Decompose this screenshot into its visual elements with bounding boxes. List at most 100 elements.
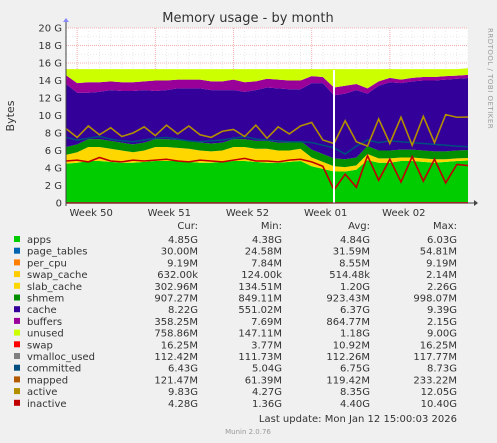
- y-axis-label: Bytes: [4, 100, 17, 131]
- legend-avg: 6.37G: [340, 305, 370, 316]
- x-tick-label: Week 52: [226, 208, 269, 219]
- legend-min: 134.51M: [238, 282, 282, 293]
- legend-max: 54.81M: [420, 247, 457, 258]
- legend-cur: 9.19M: [167, 258, 198, 269]
- legend-row-apps: apps 4.85G 4.38G 4.84G 6.03G: [14, 235, 457, 246]
- legend-name: per_cpu: [27, 258, 67, 269]
- y-tick-label: 8 G: [45, 129, 62, 140]
- legend-swatch: [14, 376, 20, 383]
- y-tick-labels: 0 2 G 4 G 6 G 8 G 10 G 12 G 14 G 16 G 18 G 20 G: [38, 24, 62, 210]
- x-tick-label: Week 51: [148, 208, 191, 219]
- x-axis-arrow: [474, 200, 478, 206]
- legend-cur: 302.96M: [154, 282, 198, 293]
- legend-min: 5.04G: [252, 364, 282, 375]
- legend-row-cache: cache 8.22G 551.02M 6.37G 9.39G: [14, 305, 457, 316]
- legend-name: vmalloc_used: [27, 352, 95, 363]
- legend-cur: 758.86M: [154, 329, 198, 340]
- y-tick-label: 16 G: [38, 59, 62, 70]
- legend-min: 111.73M: [238, 352, 282, 363]
- y-tick-label: 12 G: [38, 94, 62, 105]
- last-update: Last update: Mon Jan 12 15:00:03 2026: [259, 414, 457, 425]
- legend-avg: 119.42M: [326, 375, 370, 386]
- legend-name: mapped: [27, 375, 68, 386]
- legend-cur: 4.85G: [168, 235, 198, 246]
- legend-avg: 4.84G: [340, 235, 370, 246]
- legend-row-unused: unused 758.86M 147.11M 1.18G 9.00G: [14, 329, 457, 340]
- legend-cur: 121.47M: [154, 375, 198, 386]
- legend-max: 998.07M: [413, 294, 457, 305]
- legend-name: inactive: [27, 399, 67, 410]
- legend-header-cur: Cur:: [177, 221, 198, 232]
- legend-cur: 8.22G: [168, 305, 198, 316]
- legend: Cur: Min: Avg: Max: apps 4.85G 4.38G 4.84G 6…: [14, 221, 457, 410]
- legend-name: committed: [27, 364, 81, 375]
- legend-row-buffers: buffers 358.25M 7.69M 864.77M 2.15G: [14, 317, 457, 328]
- x-tick-label: Week 01: [304, 208, 347, 219]
- legend-avg: 923.43M: [326, 294, 370, 305]
- legend-avg: 4.40G: [340, 399, 370, 410]
- legend-row-per_cpu: per_cpu 9.19M 7.84M 8.55M 9.19M: [14, 258, 457, 269]
- x-tick-label: Week 50: [70, 208, 113, 219]
- legend-avg: 10.92M: [333, 340, 370, 351]
- legend-min: 61.39M: [245, 375, 282, 386]
- legend-name: cache: [27, 305, 57, 316]
- x-tick-labels: Week 50 Week 51 Week 52 Week 01 Week 02: [70, 208, 426, 219]
- legend-row-active: active 9.83G 4.27G 8.35G 12.05G: [14, 387, 457, 398]
- legend-swatch: [14, 329, 20, 336]
- y-axis-arrow: [63, 18, 69, 22]
- legend-name: page_tables: [27, 247, 88, 258]
- legend-swatch: [14, 399, 20, 406]
- legend-avg: 8.35G: [340, 387, 370, 398]
- legend-avg: 514.48k: [329, 270, 370, 281]
- x-tick-label: Week 02: [382, 208, 425, 219]
- legend-avg: 112.26M: [326, 352, 370, 363]
- legend-name: slab_cache: [27, 282, 82, 293]
- legend-name: active: [27, 387, 57, 398]
- legend-cur: 30.00M: [161, 247, 198, 258]
- axes: [63, 18, 478, 206]
- legend-name: shmem: [27, 294, 64, 305]
- y-tick-label: 18 G: [38, 41, 62, 52]
- legend-row-swap: swap 16.25M 3.77M 10.92M 16.25M: [14, 340, 457, 351]
- legend-min: 1.36G: [252, 399, 282, 410]
- legend-min: 4.38G: [252, 235, 282, 246]
- legend-header-max: Max:: [433, 221, 457, 232]
- legend-avg: 1.20G: [340, 282, 370, 293]
- legend-min: 124.00k: [241, 270, 282, 281]
- area-unused: [66, 68, 468, 89]
- y-tick-label: 2 G: [45, 181, 62, 192]
- area-slab_cache: [66, 147, 468, 172]
- legend-max: 117.77M: [413, 352, 457, 363]
- legend-swatch: [14, 306, 20, 313]
- legend-cur: 4.28G: [168, 399, 198, 410]
- legend-max: 12.05G: [421, 387, 457, 398]
- legend-min: 551.02M: [238, 305, 282, 316]
- legend-min: 849.11M: [238, 294, 282, 305]
- y-tick-label: 14 G: [38, 76, 62, 87]
- legend-max: 9.19M: [426, 258, 457, 269]
- legend-min: 4.27G: [252, 387, 282, 398]
- legend-max: 9.00G: [427, 329, 457, 340]
- y-tick-label: 4 G: [45, 164, 62, 175]
- legend-row-swap_cache: swap_cache 632.00k 124.00k 514.48k 2.14M: [14, 270, 457, 281]
- legend-name: unused: [27, 329, 64, 340]
- legend-max: 6.03G: [427, 235, 457, 246]
- legend-cur: 6.43G: [168, 364, 198, 375]
- legend-row-shmem: shmem 907.27M 849.11M 923.43M 998.07M: [14, 294, 457, 305]
- y-tick-label: 6 G: [45, 146, 62, 157]
- legend-swatch: [14, 236, 20, 242]
- legend-swatch: [14, 317, 20, 324]
- legend-avg: 1.18G: [340, 329, 370, 340]
- legend-swatch: [14, 294, 20, 301]
- y-tick-label: 20 G: [38, 24, 62, 35]
- legend-avg: 31.59M: [333, 247, 370, 258]
- legend-max: 2.26G: [427, 282, 457, 293]
- area-cache: [66, 78, 468, 160]
- legend-row-vmalloc_used: vmalloc_used 112.42M 111.73M 112.26M 117.77M: [14, 352, 457, 363]
- legend-avg: 6.75G: [340, 364, 370, 375]
- legend-cur: 16.25M: [161, 340, 198, 351]
- legend-row-inactive: inactive 4.28G 1.36G 4.40G 10.40G: [14, 399, 457, 410]
- legend-name: swap: [27, 340, 53, 351]
- legend-min: 147.11M: [238, 329, 282, 340]
